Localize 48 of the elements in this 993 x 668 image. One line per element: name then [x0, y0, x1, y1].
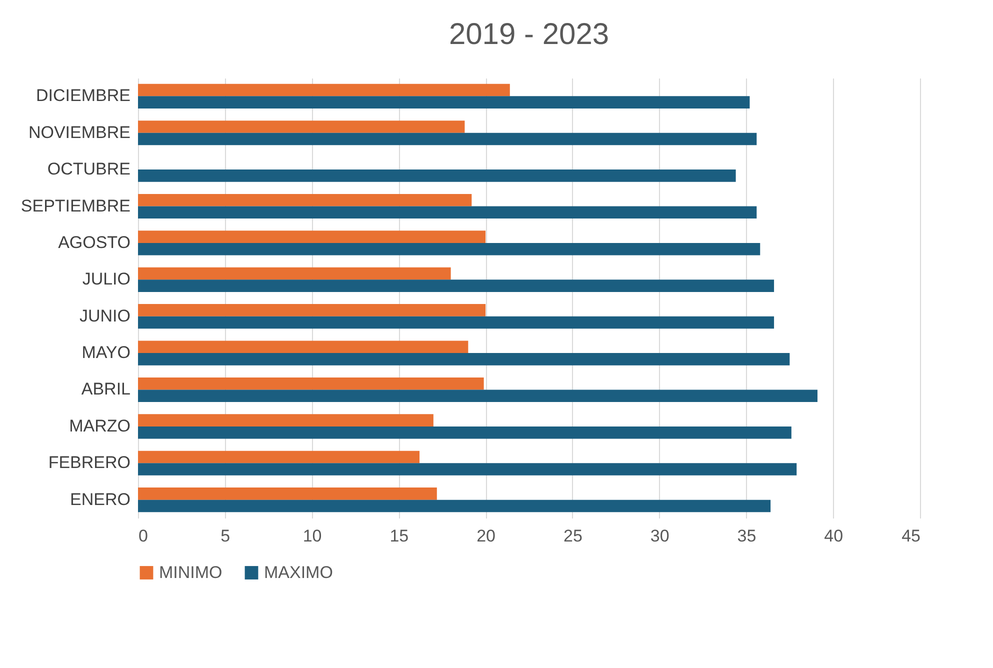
y-tick-label: JUNIO: [80, 306, 130, 326]
y-tick-label: ABRIL: [81, 380, 130, 399]
bar: [138, 242, 760, 256]
x-tick-label: 40: [824, 526, 844, 546]
bar: [138, 500, 771, 512]
bar: [138, 170, 736, 182]
x-tick-label: 30: [650, 526, 670, 546]
y-tick-label: OCTUBRE: [47, 160, 130, 179]
y-tick-label: NOVIEMBRE: [28, 122, 130, 142]
bar: [138, 304, 486, 316]
bar: [138, 414, 434, 426]
y-tick-label: JULIO: [82, 270, 130, 289]
bar: [138, 340, 468, 354]
bar: [138, 84, 510, 96]
x-tick-label: 35: [737, 526, 756, 546]
bar: [138, 96, 750, 108]
chart-title: 2019 - 2023: [448, 18, 610, 51]
bar: [138, 194, 472, 206]
y-tick-label: MAYO: [82, 343, 130, 362]
bar: [138, 450, 420, 464]
bar: [138, 280, 774, 292]
bar: [138, 426, 792, 439]
bar: [138, 488, 437, 500]
y-tick-label: AGOSTO: [58, 232, 130, 252]
bar: [138, 316, 774, 329]
x-tick-label: 15: [390, 526, 409, 546]
x-tick-label: 10: [302, 526, 322, 546]
bar: [138, 353, 790, 366]
bar: [138, 377, 484, 390]
legend-label: MAXIMO: [264, 562, 333, 582]
bar: [138, 132, 757, 146]
bar: [138, 463, 797, 476]
bar: [138, 120, 465, 133]
y-tick-label: FEBRERO: [48, 453, 130, 472]
x-tick-label: 45: [902, 526, 920, 546]
bar: [138, 206, 757, 219]
x-tick-label: 20: [476, 526, 496, 546]
y-tick-label: DICIEMBRE: [36, 86, 130, 106]
bar: [138, 267, 451, 280]
y-tick-label: ENERO: [70, 490, 130, 509]
y-tick-label: MARZO: [69, 416, 130, 436]
x-tick-label: 25: [563, 526, 582, 546]
bar: [138, 390, 818, 402]
y-tick-label: SEPTIEMBRE: [20, 196, 130, 216]
legend-label: MINIMO: [159, 562, 222, 582]
bar: [138, 230, 486, 243]
x-tick-label: 5: [220, 526, 230, 546]
x-tick-label: 0: [138, 526, 148, 546]
